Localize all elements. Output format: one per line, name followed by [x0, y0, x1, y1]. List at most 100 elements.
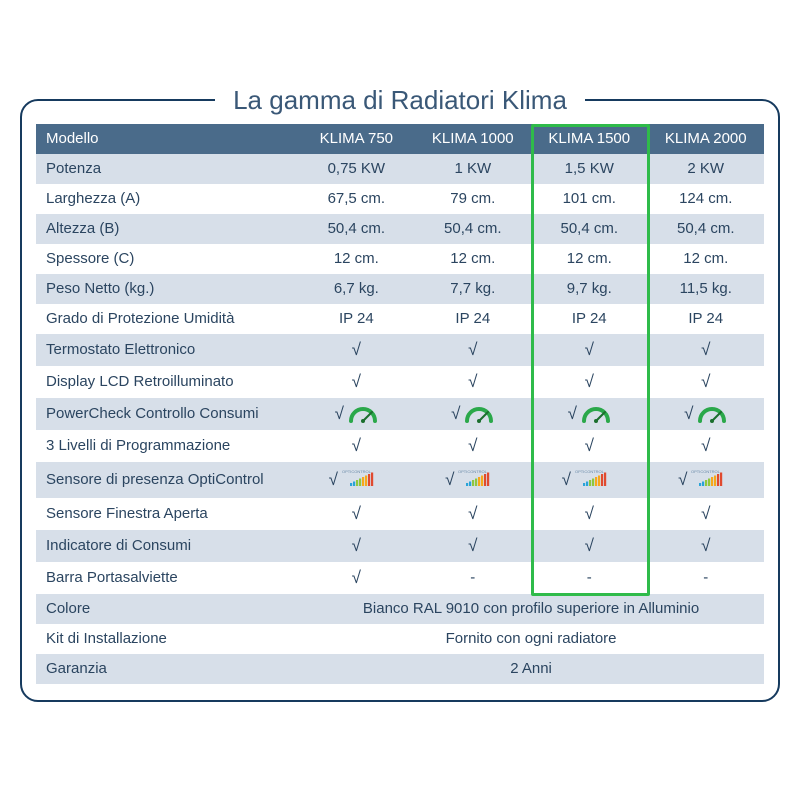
row-value: -	[415, 562, 531, 594]
check-icon: √	[701, 340, 710, 359]
gauge-icon	[581, 404, 611, 421]
check-icon: √	[445, 470, 454, 489]
row-label: PowerCheck Controllo Consumi	[36, 398, 298, 430]
table-row: Grado di Protezione UmiditàIP 24IP 24IP …	[36, 304, 764, 334]
row-label: Termostato Elettronico	[36, 334, 298, 366]
title-wrap: La gamma di Radiatori Klima	[36, 85, 764, 116]
table-row: Peso Netto (kg.)6,7 kg.7,7 kg.9,7 kg.11,…	[36, 274, 764, 304]
row-value: 101 cm.	[531, 184, 647, 214]
row-value: √	[531, 366, 647, 398]
row-value: √	[415, 498, 531, 530]
gauge-icon	[697, 404, 727, 421]
row-value: √	[298, 530, 414, 562]
row-label: Altezza (B)	[36, 214, 298, 244]
table-row-merged: ColoreBianco RAL 9010 con profilo superi…	[36, 594, 764, 624]
row-value: √	[531, 530, 647, 562]
check-icon: √	[585, 436, 594, 455]
row-value-merged: Fornito con ogni radiatore	[298, 624, 764, 654]
check-icon: √	[678, 470, 687, 489]
row-value: √ OPTICONTROL	[298, 462, 414, 498]
table-row-merged: Garanzia2 Anni	[36, 654, 764, 684]
row-label: Larghezza (A)	[36, 184, 298, 214]
svg-text:OPTICONTROL: OPTICONTROL	[342, 469, 372, 474]
check-icon: √	[335, 404, 344, 423]
check-icon: √	[701, 536, 710, 555]
svg-text:OPTICONTROL: OPTICONTROL	[575, 469, 605, 474]
check-icon: √	[451, 404, 460, 423]
row-label: Grado di Protezione Umidità	[36, 304, 298, 334]
check-icon: √	[568, 404, 577, 423]
row-value: √	[298, 334, 414, 366]
row-value: √	[415, 530, 531, 562]
check-icon: √	[585, 340, 594, 359]
row-label: Kit di Installazione	[36, 624, 298, 654]
row-value: √	[298, 430, 414, 462]
row-value: 50,4 cm.	[298, 214, 414, 244]
check-icon: √	[352, 568, 361, 587]
row-value: √	[415, 430, 531, 462]
check-icon: √	[562, 470, 571, 489]
row-value: √	[648, 366, 765, 398]
row-value: √	[648, 498, 765, 530]
row-value: √ OPTICONTROL	[648, 462, 765, 498]
check-icon: √	[352, 536, 361, 555]
row-value: IP 24	[415, 304, 531, 334]
row-value-merged: Bianco RAL 9010 con profilo superiore in…	[298, 594, 764, 624]
table-row: Indicatore di Consumi√√√√	[36, 530, 764, 562]
check-icon: √	[585, 504, 594, 523]
row-label: Garanzia	[36, 654, 298, 684]
row-value: 12 cm.	[648, 244, 765, 274]
row-value: √	[415, 366, 531, 398]
table-row: Barra Portasalviette√---	[36, 562, 764, 594]
row-value: √	[298, 366, 414, 398]
row-value: √	[298, 562, 414, 594]
row-value: 12 cm.	[298, 244, 414, 274]
check-icon: √	[701, 436, 710, 455]
check-icon: √	[701, 504, 710, 523]
row-label: Barra Portasalviette	[36, 562, 298, 594]
row-label: Display LCD Retroilluminato	[36, 366, 298, 398]
table-row: Altezza (B)50,4 cm.50,4 cm.50,4 cm.50,4 …	[36, 214, 764, 244]
table-body: Potenza0,75 KW1 KW1,5 KW2 KWLarghezza (A…	[36, 154, 764, 684]
header-col-0: KLIMA 750	[298, 124, 414, 154]
table-row: Potenza0,75 KW1 KW1,5 KW2 KW	[36, 154, 764, 184]
row-value: IP 24	[298, 304, 414, 334]
check-icon: √	[701, 372, 710, 391]
row-value: √	[648, 398, 765, 430]
row-value: √	[415, 334, 531, 366]
row-value: √	[648, 334, 765, 366]
row-value: 1,5 KW	[531, 154, 647, 184]
gauge-icon	[464, 404, 494, 421]
bars-icon: OPTICONTROL	[575, 470, 617, 487]
gauge-icon	[348, 404, 378, 421]
row-value: 1 KW	[415, 154, 531, 184]
row-value: 124 cm.	[648, 184, 765, 214]
spec-table: Modello KLIMA 750 KLIMA 1000 KLIMA 1500 …	[36, 124, 764, 684]
row-label: Sensore Finestra Aperta	[36, 498, 298, 530]
row-value: IP 24	[648, 304, 765, 334]
row-label: 3 Livelli di Programmazione	[36, 430, 298, 462]
row-value: IP 24	[531, 304, 647, 334]
row-value: 79 cm.	[415, 184, 531, 214]
row-label: Colore	[36, 594, 298, 624]
bars-icon: OPTICONTROL	[691, 470, 733, 487]
spec-table-frame: La gamma di Radiatori Klima Modello KLIM…	[20, 99, 780, 702]
row-value: 67,5 cm.	[298, 184, 414, 214]
row-label: Spessore (C)	[36, 244, 298, 274]
check-icon: √	[352, 340, 361, 359]
row-value: √	[531, 334, 647, 366]
header-col-2: KLIMA 1500	[531, 124, 647, 154]
row-value: √	[415, 398, 531, 430]
table-row: 3 Livelli di Programmazione√√√√	[36, 430, 764, 462]
header-row: Modello KLIMA 750 KLIMA 1000 KLIMA 1500 …	[36, 124, 764, 154]
row-value: 2 KW	[648, 154, 765, 184]
bars-icon: OPTICONTROL	[342, 470, 384, 487]
check-icon: √	[329, 470, 338, 489]
row-value: √	[298, 398, 414, 430]
header-label: Modello	[36, 124, 298, 154]
check-icon: √	[352, 372, 361, 391]
row-value: √	[531, 430, 647, 462]
table-row: PowerCheck Controllo Consumi √ √ √ √	[36, 398, 764, 430]
check-icon: √	[352, 504, 361, 523]
table-row-merged: Kit di InstallazioneFornito con ogni rad…	[36, 624, 764, 654]
